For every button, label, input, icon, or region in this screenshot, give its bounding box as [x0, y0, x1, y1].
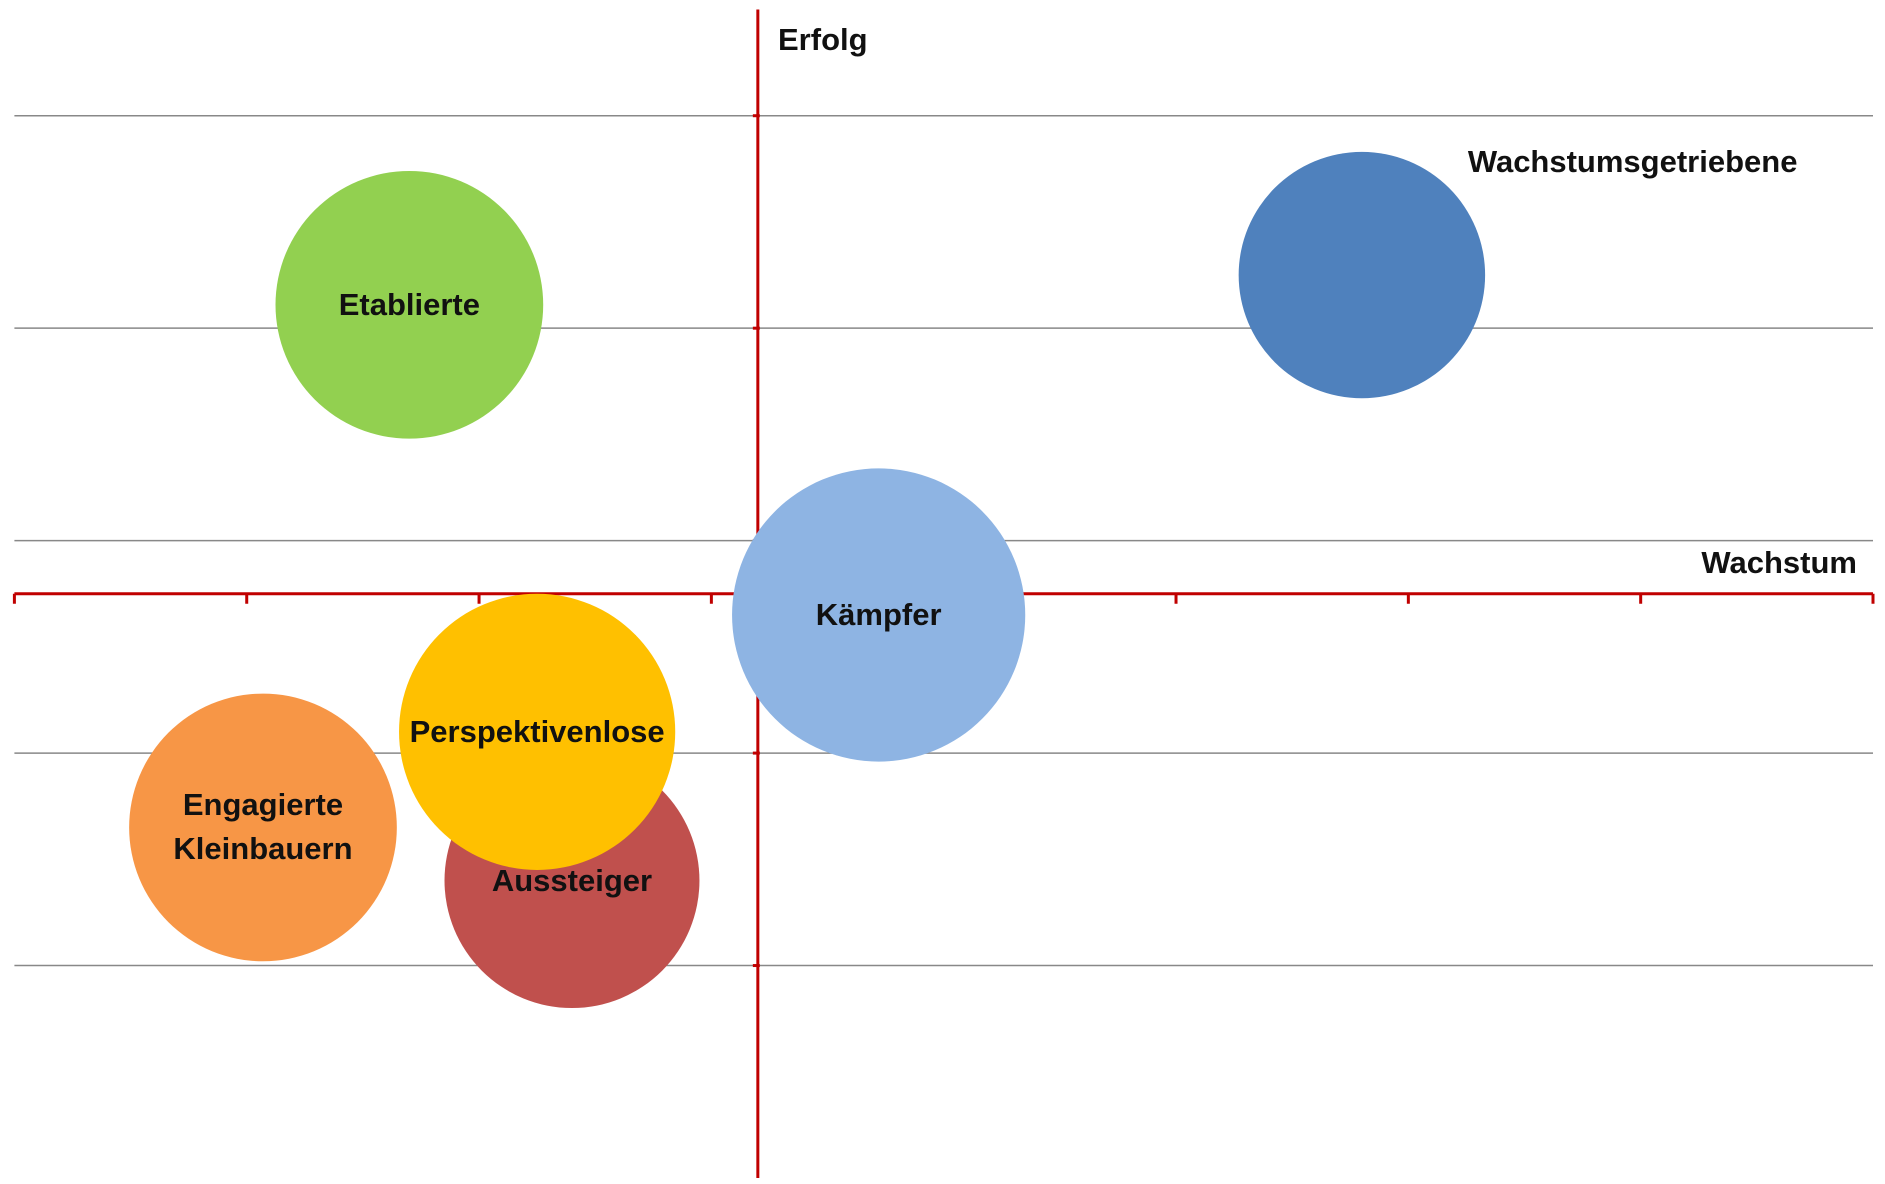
x-axis-label: Wachstum — [1701, 545, 1857, 580]
bubble-label: Wachstumsgetriebene — [1467, 143, 1798, 179]
bubble-label: Perspektivenlose — [409, 713, 665, 749]
bubble — [732, 468, 1026, 762]
bubble — [275, 170, 544, 439]
bubble-label: Aussteiger — [491, 862, 653, 898]
bubble — [399, 593, 676, 870]
bubble — [129, 693, 397, 962]
bubble-label: Etablierte — [338, 286, 480, 322]
bubble-label: Kämpfer — [815, 596, 942, 632]
y-axis-label: Erfolg — [778, 22, 868, 57]
bubble — [1238, 151, 1486, 399]
bubble-label: Engagierte Kleinbauern — [173, 787, 353, 867]
